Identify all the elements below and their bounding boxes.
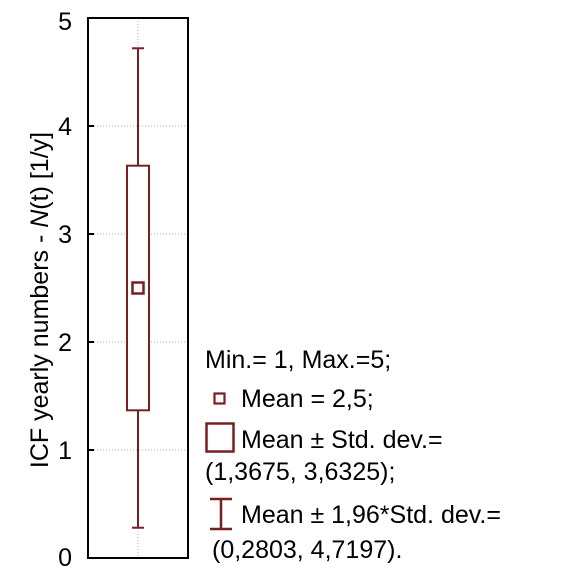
y-tick-label: 5 bbox=[58, 8, 72, 36]
box-plot bbox=[126, 47, 150, 529]
mean-marker bbox=[131, 281, 145, 295]
mean-marker-icon bbox=[213, 392, 226, 405]
std-dev-box bbox=[126, 164, 150, 412]
y-tick-label: 0 bbox=[58, 544, 72, 570]
y-axis-label-unit: [1/y] bbox=[26, 132, 54, 186]
whisker-range-icon bbox=[210, 497, 232, 531]
box-range-icon bbox=[205, 422, 235, 453]
legend-minmax: Min.= 1, Max.=5; bbox=[205, 346, 392, 374]
plot-frame bbox=[87, 17, 189, 559]
legend-std-dev-range: (1,3675, 3,6325); bbox=[205, 458, 396, 486]
y-tick-label: 1 bbox=[58, 437, 72, 465]
legend-mean: Mean = 2,5; bbox=[241, 385, 374, 413]
y-axis-label-italic: N bbox=[26, 209, 54, 228]
legend-std-dev: Mean ± Std. dev.= bbox=[241, 426, 443, 454]
legend-196-std-dev-range: (0,2803, 4,7197). bbox=[212, 536, 403, 564]
y-axis-label-prefix: ICF yearly numbers - bbox=[26, 228, 54, 468]
y-axis-label-paren: (t) bbox=[26, 186, 54, 210]
y-axis-ticks: 0 1 2 3 4 5 bbox=[58, 8, 94, 570]
y-tick-label: 2 bbox=[58, 329, 72, 357]
y-axis-label: ICF yearly numbers - N(t) [1/y] bbox=[26, 132, 54, 468]
y-tick-label: 3 bbox=[58, 221, 72, 249]
legend-196-std-dev: Mean ± 1,96*Std. dev.= bbox=[241, 501, 501, 529]
y-tick-label: 4 bbox=[58, 113, 72, 141]
